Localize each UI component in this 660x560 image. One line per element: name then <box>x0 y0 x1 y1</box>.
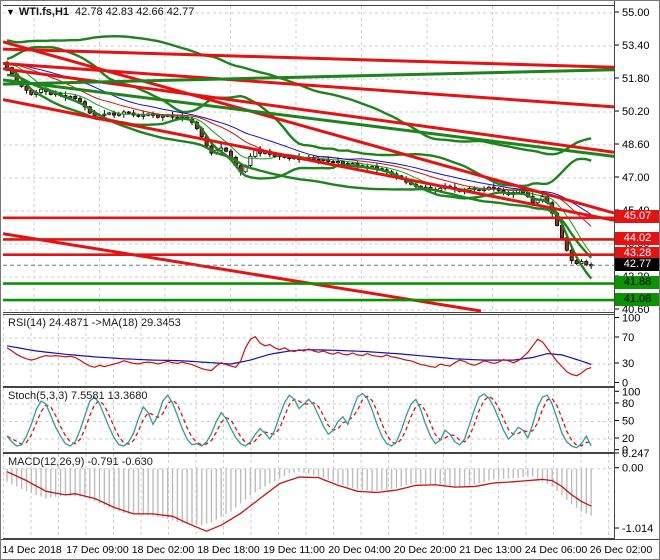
axis-tick-label: 55.00 <box>622 7 650 19</box>
stoch-d-line <box>6 395 592 447</box>
axis-tick-label: 100 <box>622 386 640 398</box>
macd-label: MACD(12,26,9) -0.791 -0.630 <box>8 456 153 468</box>
axis-tick-label: 53.40 <box>622 40 650 52</box>
rsi-line <box>6 335 592 377</box>
stochastic-label: Stoch(5,3,3) 7.5581 13.3680 <box>8 390 148 402</box>
axis-tick-label: 20 <box>622 433 634 445</box>
macd-canvas[interactable] <box>3 454 614 538</box>
axis-tick-label: 48.60 <box>622 139 650 151</box>
rsi-ma-line <box>6 345 592 366</box>
symbol-dropdown-icon[interactable]: ▼ <box>6 7 15 17</box>
main-price-panel[interactable] <box>3 5 614 313</box>
axis-tick-label: 0.247 <box>622 448 650 460</box>
time-axis-label: 26 Dec 02:00 <box>589 544 653 556</box>
level-price-badge: 43.28 <box>615 247 659 261</box>
rsi-label: RSI(14) 24.4871 ->MA(18) 29.3453 <box>8 317 181 329</box>
level-price-badge: 45.07 <box>615 210 659 224</box>
time-axis-label: 17 Dec 09:00 <box>66 544 129 556</box>
level-price-badge: 41.08 <box>615 292 659 306</box>
level-price-badge: 41.88 <box>615 276 659 290</box>
rsi-canvas[interactable] <box>3 315 614 386</box>
stochastic-panel[interactable]: Stoch(5,3,3) 7.5581 13.3680 <box>3 387 614 453</box>
time-axis-label: 20 Dec 20:00 <box>393 544 457 556</box>
current-price-badge: 42.77 <box>615 257 659 271</box>
price-axis-canvas: 55.0053.4051.8050.2048.6047.0045.4043.80… <box>615 7 653 535</box>
axis-tick-label: 50 <box>622 416 634 428</box>
axis-tick-label: 70 <box>622 332 634 344</box>
ohlc-values: 42.78 42.83 42.66 42.77 <box>75 6 195 18</box>
rsi-panel[interactable]: RSI(14) 24.4871 ->MA(18) 29.3453 <box>3 314 614 387</box>
macd-signal-line <box>6 471 592 532</box>
main-chart-canvas[interactable] <box>3 6 614 312</box>
time-axis-label: 24 Dec 06:00 <box>524 544 588 556</box>
stochastic-canvas[interactable] <box>3 388 614 452</box>
time-axis-label: 21 Dec 13:00 <box>459 544 522 556</box>
axis-tick-label: -1.014 <box>622 523 653 535</box>
axis-tick-label: 40.60 <box>622 304 650 316</box>
axis-tick-label: 0.00 <box>622 463 643 475</box>
time-axis-label: 18 Dec 18:00 <box>197 544 260 556</box>
time-axis-label: 19 Dec 11:00 <box>263 544 325 556</box>
time-axis[interactable]: 14 Dec 2018 17 Dec 09:00 18 Dec 02:00 18 De… <box>1 539 659 559</box>
axis-tick-label: 0 <box>622 378 628 390</box>
chart-title: ▼ WTI.fs,H1 42.78 42.83 42.66 42.77 <box>6 6 194 18</box>
level-price-badge: 44.02 <box>615 232 659 245</box>
macd-histogram <box>6 468 592 526</box>
time-axis-label: 14 Dec 2018 <box>2 544 62 556</box>
macd-gridlines <box>3 454 614 538</box>
time-axis-label: 20 Dec 04:00 <box>328 544 391 556</box>
level-lines-layer <box>3 216 614 302</box>
trendlines-layer <box>3 40 614 312</box>
stoch-k-line <box>6 392 592 449</box>
macd-panel[interactable]: MACD(12,26,9) -0.791 -0.630 <box>3 453 614 539</box>
axis-tick-label: 100 <box>622 313 640 325</box>
axis-tick-label: 0 <box>622 445 628 457</box>
axis-tick-label: 80 <box>622 398 634 410</box>
symbol-timeframe-label: WTI.fs,H1 <box>18 6 70 18</box>
axis-tick-label: 51.80 <box>622 73 650 85</box>
axis-tick-label: 30 <box>622 358 634 370</box>
time-axis-label: 18 Dec 02:00 <box>131 544 195 556</box>
axis-tick-label: 47.00 <box>622 172 650 184</box>
axis-tick-label: 50.20 <box>622 106 650 118</box>
